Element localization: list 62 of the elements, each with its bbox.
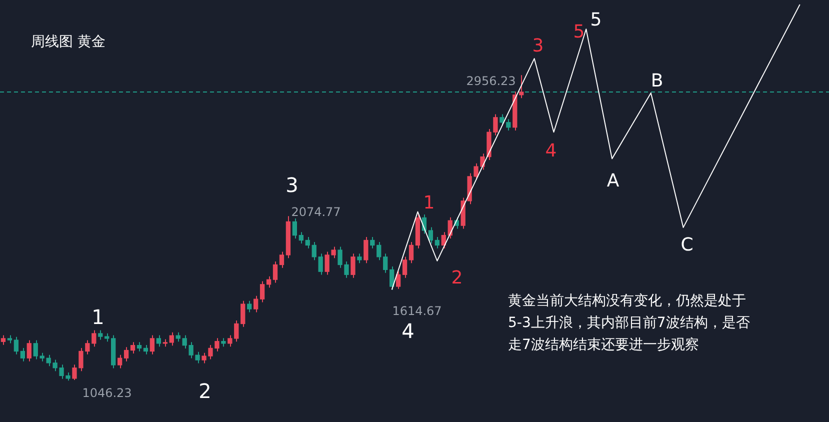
candlestick [364,236,368,264]
candlestick [292,218,298,239]
candlestick [279,251,284,268]
candlestick [272,261,278,284]
annotation: C [680,234,694,256]
annotation: 1614.67 [392,304,442,318]
candlestick [376,242,382,261]
chart-title: 周线图 黄金 [31,33,106,51]
candlestick [169,332,174,346]
candlestick [357,253,362,264]
candlestick [228,334,232,348]
candlestick [14,336,19,355]
candlestick [383,253,388,274]
candlestick [506,118,511,132]
annotation: A [606,170,620,192]
candlestick [98,330,103,340]
text: 1046.23 [82,386,132,400]
candlestick [408,242,414,264]
candlestick [253,295,258,313]
candlestick [350,253,356,278]
candlestick [312,242,316,261]
candlestick [0,334,6,346]
candlestick [441,232,446,249]
candlestick [26,340,32,362]
candlestick [150,334,155,355]
annotation: 4 [545,140,557,162]
candlestick [176,332,180,342]
candlestick [234,320,239,342]
candlestick [402,256,408,278]
candlestick [370,236,375,249]
candlestick [130,342,136,354]
candlestick [318,253,323,276]
candlestick [33,340,38,360]
candlestick [124,346,129,362]
candlestick [143,344,148,355]
candlestick [305,236,310,249]
annotation: 1 [423,192,435,214]
annotation: B [650,70,664,92]
annotation: 黄金当前大结构没有变化，仍然是处于5-3上升浪，其内部目前7波结构，是否走7波结构结束还要进一步观察 [508,292,751,355]
candlestick [247,300,252,313]
candlestick [298,232,304,244]
annotation: 2 [198,379,212,403]
candlestick [117,354,122,369]
candlestick [260,280,265,303]
annotation: 1 [92,305,104,329]
candlestick [136,342,142,352]
text: 5 [573,22,585,42]
annotation: 2074.77 [291,205,341,219]
candlestick [428,226,434,244]
candlestick [390,266,394,290]
candlestick [240,300,246,328]
candlestick [519,74,524,99]
text: 5 [590,10,602,30]
candlestick [434,236,440,249]
annotation: 2 [451,268,463,288]
annotation: 4 [402,319,414,343]
candlestick [20,348,25,362]
annotation: 2956.23 [466,74,516,88]
text: 3 [532,36,544,56]
candlestick [156,334,162,348]
candlestick [396,270,401,290]
annotation: 3 [286,173,298,197]
